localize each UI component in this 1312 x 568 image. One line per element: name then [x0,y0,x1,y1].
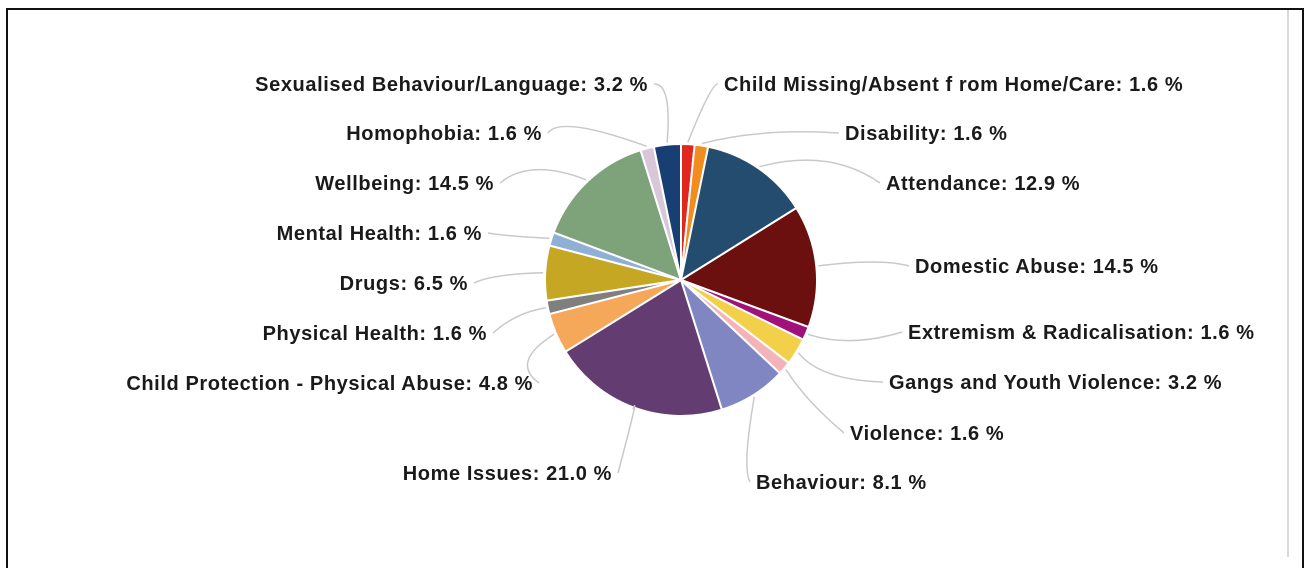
leader-line-violence [785,369,845,434]
slice-label-disability: Disability: 1.6 % [845,123,1007,145]
leader-line-sexualised-behaviour-language [653,83,669,143]
pie-slice-attendance [679,145,798,283]
slice-label-gangs-and-youth-violence: Gangs and Youth Violence: 3.2 % [889,372,1222,394]
leader-line-child-missing-absent-from-home-care [687,83,719,143]
leader-line-domestic-abuse [818,261,910,267]
leader-line-gangs-and-youth-violence [797,352,884,383]
slice-label-violence: Violence: 1.6 % [850,423,1004,445]
slice-label-physical-health: Physical Health: 1.6 % [263,323,487,345]
leader-line-mental-health [487,232,550,240]
pie-slice-domestic-abuse [678,206,819,329]
slice-label-homophobia: Homophobia: 1.6 % [346,123,542,145]
slice-label-behaviour: Behaviour: 8.1 % [756,472,927,494]
leader-line-behaviour [746,396,756,483]
leader-line-attendance [759,159,881,184]
slice-label-attendance: Attendance: 12.9 % [886,173,1080,195]
slice-label-child-missing-absent-from-home-care: Child Missing/Absent f rom Home/Care: 1.… [724,74,1183,96]
slice-label-mental-health: Mental Health: 1.6 % [277,223,482,245]
leader-line-extremism-radicalisation [807,331,903,342]
slice-label-extremism-radicalisation: Extremism & Radicalisation: 1.6 % [908,322,1255,344]
leader-line-wellbeing [499,168,587,184]
leader-line-drugs [473,272,544,284]
chart-frame-edge [1287,10,1289,557]
leader-line-homophobia [547,125,647,148]
slice-label-child-protection-physical-abuse: Child Protection - Physical Abuse: 4.8 % [126,373,533,395]
slice-label-drugs: Drugs: 6.5 % [340,273,468,295]
pie-slice-wellbeing [552,148,683,282]
leader-line-child-protection-physical-abuse [526,333,555,384]
slice-label-wellbeing: Wellbeing: 14.5 % [315,173,494,195]
leader-line-disability [701,131,840,145]
slice-label-sexualised-behaviour-language: Sexualised Behaviour/Language: 3.2 % [255,74,648,96]
leader-line-physical-health [492,307,546,334]
slice-label-home-issues: Home Issues: 21.0 % [403,463,612,485]
slice-label-domestic-abuse: Domestic Abuse: 14.5 % [915,256,1159,278]
pie-slice-sexualised-behaviour-language [652,142,682,281]
leader-line-home-issues [617,404,636,474]
